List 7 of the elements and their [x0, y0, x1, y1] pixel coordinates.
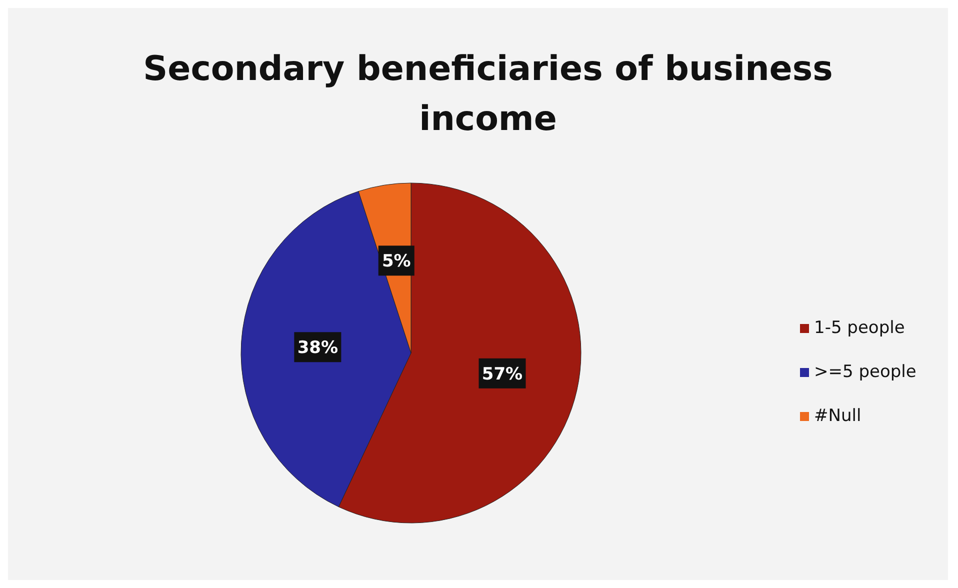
legend-label: >=5 people [814, 362, 916, 382]
legend-label: 1-5 people [814, 318, 905, 338]
data-label: 38% [297, 338, 338, 358]
data-label: 57% [482, 364, 523, 384]
chart-title: Secondary beneficiaries of business income [143, 49, 833, 139]
data-label: 5% [382, 252, 411, 272]
legend-label: #Null [814, 406, 862, 426]
